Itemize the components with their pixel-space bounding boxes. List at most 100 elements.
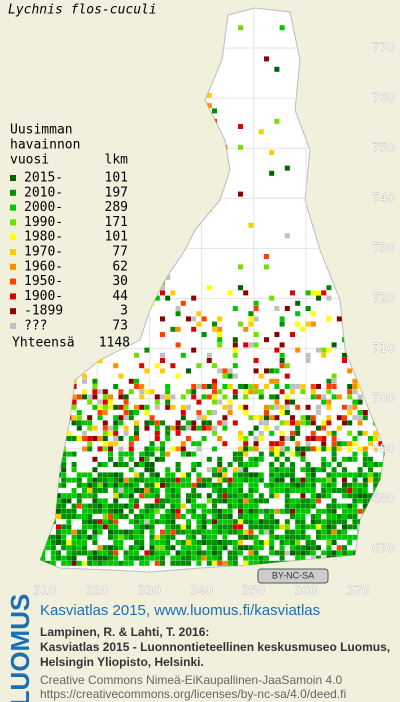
record-square [300,545,306,551]
record-square [113,472,119,478]
record-square [217,540,223,545]
record-square [373,472,379,478]
record-square [264,508,269,514]
record-square [165,488,171,493]
record-square [108,503,113,509]
record-square [144,550,150,556]
record-square [128,441,134,447]
record-square [180,300,186,306]
record-square [212,560,217,566]
record-square [165,498,171,504]
record-square [40,503,46,509]
record-square [134,488,139,493]
record-square [92,498,98,504]
record-square [61,326,67,332]
record-square [191,394,197,400]
record-square [284,456,290,462]
record-square [300,467,306,473]
record-square [362,446,368,452]
record-square [300,446,306,452]
record-square [212,529,217,535]
record-square [269,170,275,176]
record-square [310,446,316,452]
record-square [264,482,269,488]
record-square [154,425,160,431]
record-square [279,482,285,488]
record-square [175,425,181,431]
record-square [305,477,311,483]
record-square [144,456,150,462]
record-square [118,493,124,499]
record-square [97,389,103,395]
record-square [295,545,301,551]
record-square [175,498,181,504]
record-square [139,477,145,483]
record-square [316,347,321,353]
record-square [383,508,385,514]
record-square [232,347,238,353]
record-square [66,430,72,436]
record-square [165,472,171,478]
record-square [50,477,56,483]
record-square [284,233,290,239]
record-square [300,498,306,504]
legend-count: 44 [112,289,128,304]
record-square [253,560,259,566]
record-square [108,311,113,317]
record-square [352,524,358,530]
record-square [134,472,139,478]
record-square [274,488,280,493]
record-square [186,316,191,322]
record-square [149,451,155,457]
record-square [243,326,249,332]
record-square [50,456,56,462]
record-square [274,482,280,488]
record-square [71,399,77,405]
record-square [300,451,306,457]
record-square [66,514,72,519]
record-square [352,493,358,499]
record-square [144,368,150,374]
record-square [321,477,327,483]
record-square [248,524,254,530]
record-square [61,560,67,566]
record-square [160,290,165,296]
record-square [102,514,108,519]
record-square [253,384,259,389]
record-square [243,467,249,473]
license[interactable]: https://creativecommons.org/licenses/by-… [40,687,346,701]
record-square [102,519,108,525]
record-square [321,425,327,431]
record-square [71,477,77,483]
record-square [389,384,394,389]
record-square [71,467,77,473]
record-square [326,524,332,530]
record-square [76,529,82,535]
record-square [201,503,207,509]
record-square [232,540,238,545]
record-square [362,493,368,499]
record-square [316,534,321,540]
record-square [71,186,77,192]
legend-label: 2015- [24,171,63,186]
record-square [336,503,342,509]
record-square [160,451,165,457]
record-square [279,316,285,322]
record-square [160,503,165,509]
record-square [378,274,384,280]
atlas-link[interactable]: Kasviatlas 2015, www.luomus.fi/kasviatla… [40,602,320,619]
record-square [30,519,35,524]
record-square [97,524,103,530]
record-square [128,545,134,551]
record-square [196,519,202,525]
record-square [97,181,103,187]
record-square [186,529,191,535]
record-square [61,534,67,540]
record-square [269,545,275,551]
record-square [342,352,347,358]
record-square [196,384,202,389]
record-square [326,316,332,322]
record-square [108,560,113,566]
record-square [295,446,301,452]
record-square [352,378,358,384]
